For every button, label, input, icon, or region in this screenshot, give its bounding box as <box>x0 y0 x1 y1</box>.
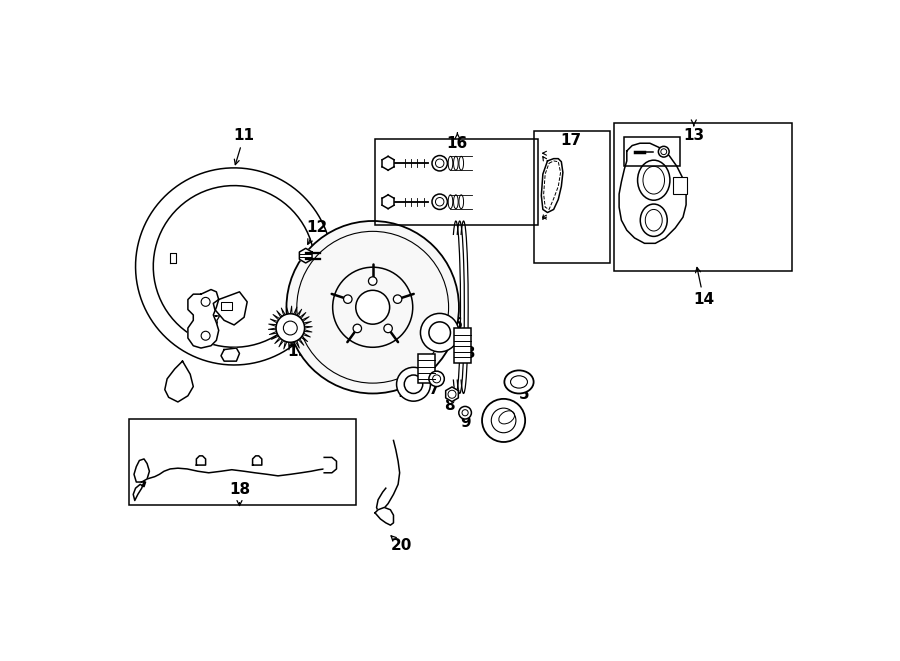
Polygon shape <box>446 387 458 402</box>
Polygon shape <box>300 249 312 263</box>
Circle shape <box>462 410 468 416</box>
Text: 2: 2 <box>411 371 422 386</box>
Text: 9: 9 <box>460 415 471 430</box>
Circle shape <box>384 324 392 332</box>
Text: 3: 3 <box>465 346 476 361</box>
Circle shape <box>333 267 413 347</box>
Bar <box>673 177 687 194</box>
Circle shape <box>429 371 445 387</box>
Circle shape <box>356 290 390 324</box>
Text: 5: 5 <box>519 387 530 402</box>
Text: 8: 8 <box>445 397 455 412</box>
Polygon shape <box>134 459 149 482</box>
Ellipse shape <box>504 370 534 393</box>
Circle shape <box>491 408 516 433</box>
Circle shape <box>276 314 304 342</box>
Text: 11: 11 <box>234 128 255 143</box>
Polygon shape <box>375 508 393 525</box>
Ellipse shape <box>510 375 527 388</box>
Text: 19: 19 <box>287 344 309 359</box>
Circle shape <box>420 313 459 352</box>
Polygon shape <box>188 290 219 348</box>
Text: 18: 18 <box>229 483 250 497</box>
Bar <box>625 137 680 167</box>
Circle shape <box>459 407 472 419</box>
Text: 14: 14 <box>693 292 715 307</box>
Text: 15: 15 <box>198 315 220 330</box>
Bar <box>129 419 356 505</box>
Ellipse shape <box>640 204 667 237</box>
Text: 4: 4 <box>398 387 409 402</box>
Ellipse shape <box>637 160 670 200</box>
Circle shape <box>432 194 447 210</box>
Circle shape <box>286 221 459 393</box>
Text: 10: 10 <box>495 428 517 444</box>
Circle shape <box>284 321 297 335</box>
Polygon shape <box>541 159 562 213</box>
Circle shape <box>433 375 441 383</box>
Circle shape <box>436 159 444 167</box>
Circle shape <box>436 198 444 206</box>
Polygon shape <box>253 456 262 465</box>
Polygon shape <box>221 348 239 361</box>
Circle shape <box>297 231 448 383</box>
Circle shape <box>368 277 377 286</box>
Circle shape <box>397 368 430 401</box>
Bar <box>454 329 472 363</box>
Circle shape <box>353 324 362 332</box>
Text: 6: 6 <box>452 317 463 332</box>
Text: 12: 12 <box>306 220 327 235</box>
Circle shape <box>432 155 447 171</box>
Text: 17: 17 <box>560 133 581 147</box>
Circle shape <box>448 390 456 399</box>
Polygon shape <box>136 168 330 365</box>
Circle shape <box>201 297 210 306</box>
Text: 16: 16 <box>446 136 468 151</box>
Circle shape <box>661 149 667 155</box>
Circle shape <box>201 331 210 340</box>
Text: 20: 20 <box>391 539 412 553</box>
Polygon shape <box>324 457 337 473</box>
Circle shape <box>659 146 669 157</box>
Circle shape <box>404 375 423 393</box>
Circle shape <box>393 295 401 303</box>
Bar <box>535 131 610 263</box>
Bar <box>375 139 538 225</box>
Text: 7: 7 <box>429 382 439 397</box>
Bar <box>418 354 435 383</box>
Text: 1: 1 <box>350 269 360 284</box>
Text: 13: 13 <box>683 128 705 143</box>
Polygon shape <box>619 143 686 243</box>
Circle shape <box>429 322 451 344</box>
Bar <box>614 123 792 271</box>
Polygon shape <box>196 456 205 465</box>
Circle shape <box>344 295 352 303</box>
Polygon shape <box>213 292 248 325</box>
Circle shape <box>482 399 526 442</box>
